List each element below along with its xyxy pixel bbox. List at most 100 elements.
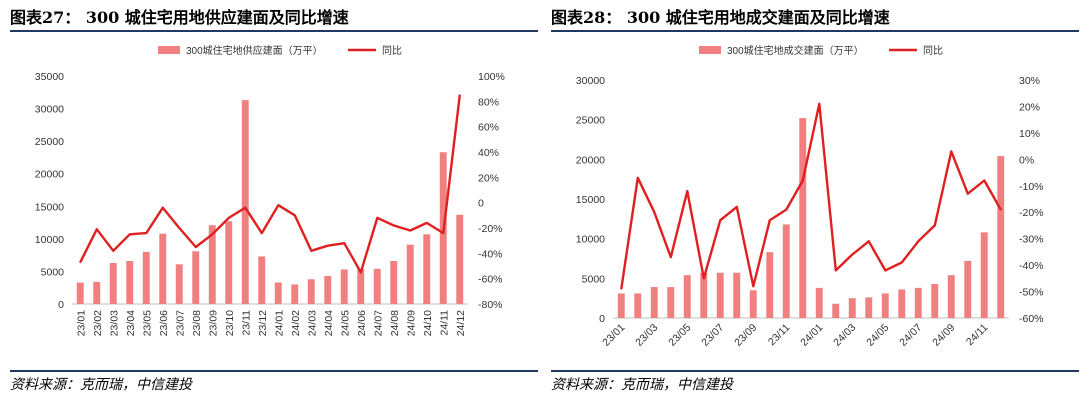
x-tick-label: 24/09: [930, 322, 957, 349]
y-right-tick-label: -60%: [1019, 313, 1044, 325]
y-right-tick-label: -50%: [1019, 287, 1044, 299]
source-rule: [10, 370, 538, 372]
y-right-tick-label: -10%: [1019, 181, 1044, 193]
y-right-tick-label: 20%: [1019, 101, 1040, 113]
yoy-point-23/12: [260, 232, 263, 234]
x-tick-label: 24/05: [864, 322, 891, 349]
x-tick-label: 24/05: [339, 310, 351, 336]
yoy-point-23/08: [735, 206, 738, 208]
yoy-point-24/07: [376, 217, 379, 219]
bar-23/05: [142, 251, 150, 304]
bar-24/08: [390, 261, 398, 304]
yoy-point-23/09: [211, 233, 214, 236]
bar-24/03: [307, 279, 315, 304]
yoy-point-23/10: [227, 217, 230, 219]
x-tick-label: 24/06: [356, 310, 368, 336]
y-right-tick-label: 10%: [1019, 128, 1040, 140]
title-rule: [551, 30, 1079, 32]
y-left-tick-label: 10000: [576, 234, 605, 246]
y-right-tick-label: 0: [478, 198, 484, 210]
legend-bar-label: 300城住宅地成交建面（万平）: [727, 44, 864, 57]
yoy-point-24/01: [277, 204, 280, 206]
yoy-point-24/05: [884, 269, 887, 272]
yoy-point-24/02: [293, 214, 296, 217]
bar-23/08: [733, 272, 741, 318]
x-tick-label: 23/07: [699, 322, 726, 349]
y-right-tick-label: 80%: [478, 96, 499, 108]
legend-line-label: 同比: [382, 45, 402, 57]
legend-bar-swatch: [158, 46, 180, 54]
bar-24/08: [931, 283, 939, 318]
y-left-tick-label: 25000: [35, 136, 64, 148]
x-tick-label: 23/08: [191, 310, 203, 336]
x-tick-label: 23/09: [207, 310, 219, 336]
y-right-tick-label: 0%: [1019, 154, 1034, 166]
yoy-point-23/02: [95, 228, 98, 231]
yoy-point-24/01: [818, 103, 821, 105]
x-tick-label: 24/01: [798, 322, 825, 349]
yoy-line: [79, 94, 461, 274]
x-tick-label: 23/10: [224, 310, 236, 336]
yoy-point-24/02: [834, 269, 837, 272]
source-rule: [551, 370, 1079, 372]
bar-23/09: [749, 290, 757, 318]
y-left-tick-label: 0: [599, 313, 605, 325]
bar-24/09: [947, 275, 955, 318]
x-tick-label: 23/06: [158, 310, 170, 336]
x-tick-label: 23/11: [766, 322, 793, 349]
bar-23/11: [241, 100, 249, 304]
yoy-point-24/11: [442, 232, 445, 234]
y-left-tick-label: 20000: [576, 154, 605, 166]
yoy-point-23/07: [178, 227, 181, 229]
yoy-point-23/08: [194, 246, 197, 248]
bar-24/01: [815, 287, 823, 318]
x-tick-label: 24/03: [831, 322, 858, 349]
bar-23/05: [683, 275, 691, 318]
yoy-point-24/04: [867, 240, 870, 243]
legend-bar-swatch: [699, 46, 721, 54]
y-left-tick-label: 5000: [41, 266, 65, 278]
y-right-tick-label: 20%: [478, 172, 499, 184]
yoy-point-24/08: [933, 224, 936, 227]
bar-24/06: [898, 289, 906, 318]
yoy-point-24/11: [983, 179, 986, 182]
yoy-point-24/12: [458, 94, 461, 96]
supply-chart: 300城住宅地供应建面（万平） 同比 0 5000 10000 15000 20000 250…: [35, 44, 505, 336]
x-tick-label: 23/05: [141, 310, 153, 336]
bar-23/04: [126, 261, 134, 304]
bar-23/04: [667, 287, 675, 318]
bar-23/06: [700, 272, 708, 318]
bar-24/04: [865, 297, 873, 318]
yoy-point-23/12: [801, 179, 804, 182]
x-tick-label: 24/09: [405, 310, 417, 336]
x-tick-label: 24/11: [964, 322, 991, 349]
y-left-tick-label: 30000: [576, 75, 605, 87]
x-tick-label: 23/12: [257, 310, 269, 336]
yoy-point-23/06: [161, 206, 164, 209]
chart-title: 图表28： 300 城住宅用地成交建面及同比增速: [551, 8, 890, 27]
bar-23/10: [225, 221, 233, 304]
x-tick-label: 23/01: [75, 310, 87, 336]
yoy-point-24/04: [326, 244, 329, 247]
y-right-tick-label: -40%: [1019, 260, 1044, 272]
bar-23/08: [192, 251, 200, 304]
y-left-tick-label: 35000: [35, 71, 64, 83]
yoy-point-24/10: [425, 222, 428, 224]
y-left-tick-label: 25000: [576, 115, 605, 127]
yoy-point-23/11: [244, 206, 247, 209]
yoy-point-24/12: [999, 208, 1002, 211]
yoy-point-23/05: [145, 232, 148, 234]
source-note: 资料来源：克而瑞，中信建投: [551, 377, 733, 393]
y-left-tick-label: 15000: [576, 194, 605, 206]
x-tick-label: 24/07: [897, 322, 924, 349]
bar-24/07: [373, 268, 381, 304]
y-left-tick-label: 30000: [35, 104, 64, 116]
chart-panel-transaction: 图表28： 300 城住宅用地成交建面及同比增速 300城住宅地成交建面（万平）…: [551, 0, 1079, 401]
yoy-point-23/01: [79, 261, 82, 263]
x-tick-label: 23/03: [633, 322, 660, 349]
y-left-tick-label: 20000: [35, 169, 64, 181]
x-tick-label: 24/02: [290, 310, 302, 336]
yoy-point-24/07: [917, 240, 920, 243]
legend-bar-label: 300城住宅地供应建面（万平）: [186, 44, 323, 57]
bar-24/07: [914, 287, 922, 318]
